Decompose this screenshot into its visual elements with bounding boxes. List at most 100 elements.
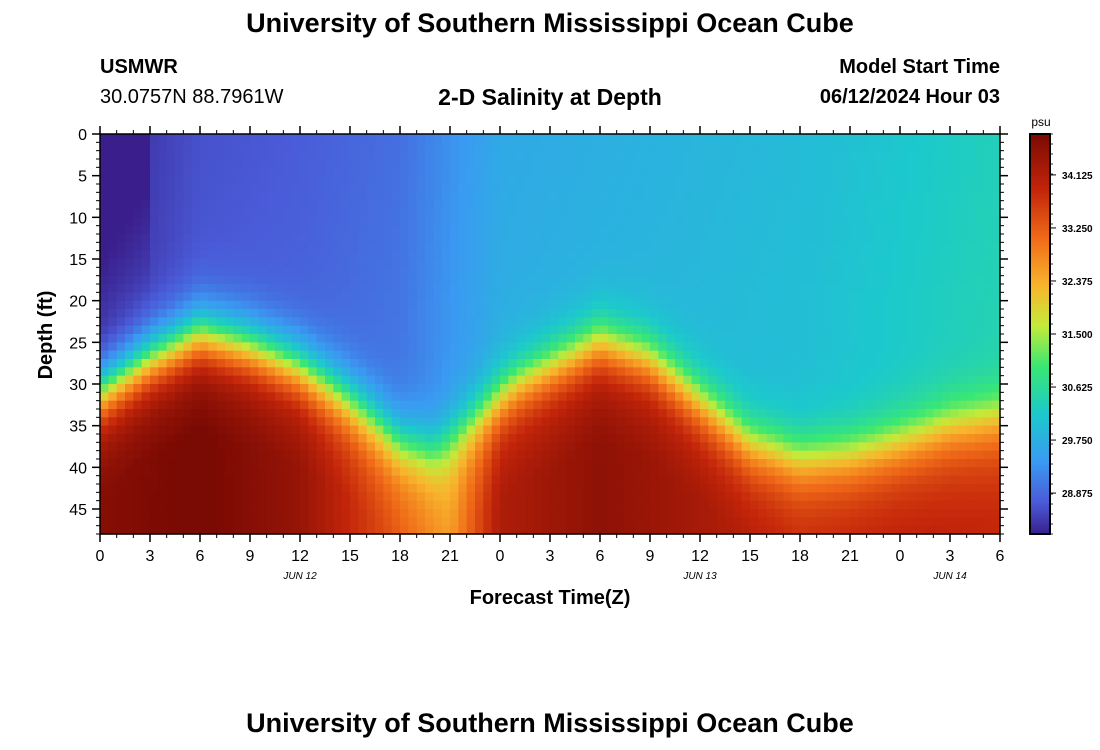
heatmap-cell — [616, 250, 626, 260]
heatmap-cell — [600, 242, 609, 252]
heatmap-cell — [791, 309, 801, 318]
heatmap-cell — [583, 159, 593, 168]
heatmap-cell — [700, 367, 709, 377]
heatmap-cell — [891, 217, 901, 227]
heatmap-cell — [925, 417, 934, 427]
heatmap-cell — [950, 384, 959, 393]
heatmap-cell — [400, 517, 409, 527]
heatmap-cell — [391, 159, 401, 168]
heatmap-cell — [925, 184, 934, 193]
heatmap-cell — [883, 150, 893, 160]
heatmap-cell — [741, 509, 751, 518]
heatmap-cell — [641, 509, 651, 518]
heatmap-cell — [741, 467, 751, 477]
heatmap-cell — [733, 267, 743, 277]
heatmap-cell — [125, 309, 134, 318]
heatmap-cell — [666, 492, 676, 502]
heatmap-cell — [100, 359, 109, 368]
heatmap-cell — [341, 500, 351, 510]
heatmap-cell — [883, 442, 893, 452]
heatmap-cell — [858, 300, 868, 310]
heatmap-cell — [250, 409, 259, 418]
heatmap-cell — [333, 292, 343, 302]
heatmap-cell — [191, 167, 201, 177]
heatmap-cell — [891, 150, 901, 160]
heatmap-cell — [383, 284, 393, 293]
heatmap-cell — [550, 150, 559, 160]
heatmap-cell — [141, 492, 151, 502]
heatmap-cell — [616, 442, 626, 452]
heatmap-cell — [566, 442, 576, 452]
heatmap-cell — [941, 484, 951, 493]
heatmap-cell — [675, 525, 684, 535]
heatmap-cell — [466, 392, 476, 402]
heatmap-cell — [616, 350, 626, 360]
heatmap-cell — [433, 467, 443, 477]
heatmap-cell — [458, 417, 468, 427]
heatmap-cell — [933, 275, 943, 285]
heatmap-cell — [366, 459, 376, 468]
heatmap-cell — [775, 142, 784, 152]
heatmap-cell — [275, 325, 284, 335]
heatmap-cell — [533, 492, 543, 502]
heatmap-cell — [150, 434, 159, 443]
heatmap-cell — [491, 284, 501, 293]
heatmap-cell — [858, 250, 868, 260]
heatmap-cell — [450, 525, 459, 535]
heatmap-cell — [225, 359, 234, 368]
heatmap-cell — [925, 167, 934, 177]
heatmap-cell — [741, 250, 751, 260]
heatmap-cell — [216, 467, 226, 477]
heatmap-cell — [208, 525, 218, 535]
heatmap-cell — [383, 292, 393, 302]
heatmap-cell — [166, 450, 176, 460]
heatmap-cell — [291, 434, 301, 443]
heatmap-cell — [116, 225, 126, 235]
heatmap-cell — [175, 367, 184, 377]
heatmap-cell — [550, 334, 559, 343]
heatmap-cell — [308, 459, 318, 468]
heatmap-cell — [366, 484, 376, 493]
heatmap-cell — [100, 142, 109, 152]
heatmap-cell — [216, 459, 226, 468]
heatmap-cell — [825, 267, 834, 277]
heatmap-cell — [550, 317, 559, 327]
heatmap-cell — [866, 259, 876, 268]
heatmap-cell — [633, 242, 643, 252]
heatmap-cell — [808, 384, 818, 393]
heatmap-cell — [883, 225, 893, 235]
heatmap-cell — [391, 342, 401, 352]
heatmap-cell — [791, 500, 801, 510]
heatmap-cell — [766, 300, 776, 310]
heatmap-cell — [308, 142, 318, 152]
heatmap-cell — [625, 350, 634, 360]
heatmap-cell — [816, 200, 826, 210]
heatmap-cell — [483, 392, 493, 402]
heatmap-cell — [283, 525, 293, 535]
heatmap-cell — [708, 200, 718, 210]
heatmap-cell — [841, 409, 851, 418]
heatmap-cell — [916, 200, 926, 210]
heatmap-cell — [625, 309, 634, 318]
heatmap-cell — [425, 467, 434, 477]
heatmap-cell — [183, 425, 193, 435]
heatmap-cell — [466, 217, 476, 227]
heatmap-cell — [175, 500, 184, 510]
heatmap-cell — [841, 417, 851, 427]
heatmap-cell — [541, 309, 551, 318]
heatmap-cell — [200, 309, 209, 318]
heatmap-cell — [108, 242, 118, 252]
heatmap-cell — [391, 192, 401, 202]
heatmap-cell — [550, 409, 559, 418]
heatmap-cell — [658, 184, 668, 193]
heatmap-cell — [150, 442, 159, 452]
heatmap-cell — [825, 200, 834, 210]
heatmap-cell — [441, 484, 451, 493]
heatmap-cell — [616, 417, 626, 427]
heatmap-cell — [591, 325, 601, 335]
heatmap-cell — [191, 342, 201, 352]
heatmap-cell — [925, 200, 934, 210]
heatmap-cell — [608, 292, 618, 302]
heatmap-cell — [133, 250, 143, 260]
heatmap-cell — [858, 525, 868, 535]
